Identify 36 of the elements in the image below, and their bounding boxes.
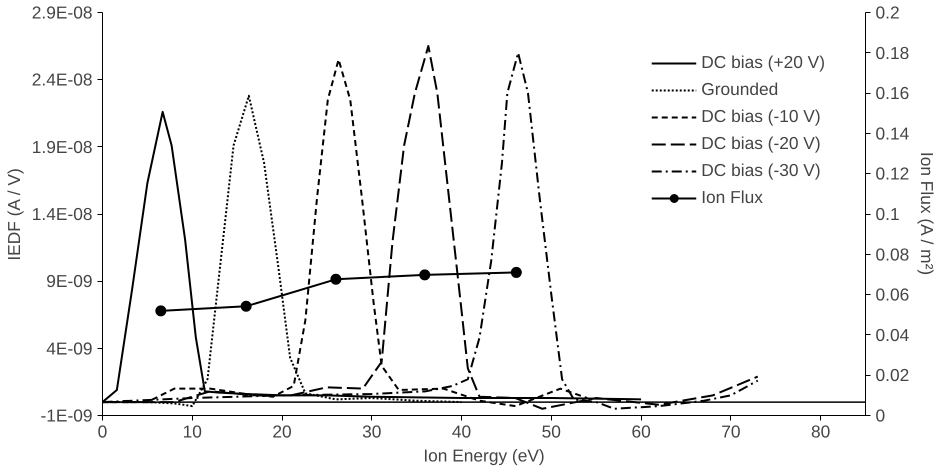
x-tick-label: 80 (810, 422, 830, 442)
y-tick-label: 2.9E-08 (32, 2, 93, 22)
y2-tick-label: 0.02 (876, 365, 910, 386)
y-tick-label: 1.9E-08 (32, 136, 93, 157)
x-tick-label: 40 (452, 422, 472, 442)
legend-label: Ion Flux (701, 187, 763, 208)
y2-tick-label: 0.2 (876, 2, 900, 22)
x-tick-label: 50 (542, 422, 561, 442)
x-tick-label: 20 (272, 422, 292, 442)
y2-tick-label: 0.06 (876, 284, 910, 305)
y-axis-title: IEDF (A / V) (4, 168, 24, 261)
x-tick-label: 0 (98, 422, 108, 442)
y2-tick-label: 0.08 (876, 244, 910, 264)
y2-axis-title: Ion Flux (A / m²) (917, 152, 938, 276)
y2-tick-label: 0.1 (876, 204, 900, 224)
x-tick-label: 60 (631, 422, 651, 442)
y2-tick-label: 0 (876, 406, 886, 426)
x-tick-label: 10 (182, 422, 202, 442)
y-tick-label: 9E-09 (46, 271, 93, 292)
legend-label: Grounded (701, 79, 778, 100)
x-tick-label: 70 (721, 422, 740, 442)
x-tick-label: 30 (362, 422, 382, 442)
y-tick-label: 4E-09 (46, 338, 93, 358)
y2-tick-label: 0.04 (876, 324, 910, 345)
legend-label: DC bias (-20 V) (701, 133, 821, 154)
y2-tick-label: 0.18 (876, 42, 910, 63)
y2-tick-label: 0.16 (876, 83, 910, 104)
legend-label: DC bias (-30 V) (701, 160, 821, 181)
y2-tick-label: 0.14 (876, 123, 910, 144)
y2-tick-label: 0.12 (876, 164, 910, 184)
x-axis-title: Ion Energy (eV) (423, 446, 545, 466)
legend-label: DC bias (-10 V) (701, 106, 821, 127)
legend-label: DC bias (+20 V) (701, 52, 825, 73)
y-tick-label: 2.4E-08 (32, 70, 93, 90)
y-tick-label: 1.4E-08 (32, 204, 93, 224)
y-tick-label: -1E-09 (40, 406, 93, 426)
